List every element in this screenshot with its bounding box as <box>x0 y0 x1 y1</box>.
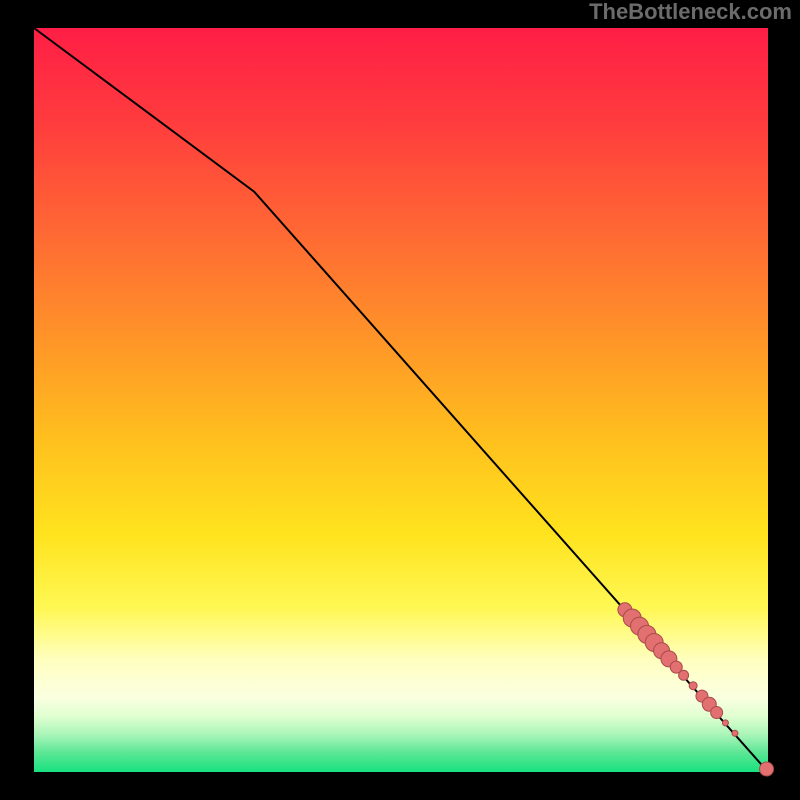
marker-point <box>760 762 774 776</box>
gradient-field <box>34 28 768 772</box>
marker-point <box>722 720 728 726</box>
bottleneck-plot <box>0 0 800 800</box>
marker-point <box>711 706 723 718</box>
attribution-label: TheBottleneck.com <box>589 0 792 24</box>
marker-point <box>679 670 689 680</box>
marker-point <box>732 730 738 736</box>
chart-root: TheBottleneck.com <box>0 0 800 800</box>
marker-point <box>689 682 697 690</box>
